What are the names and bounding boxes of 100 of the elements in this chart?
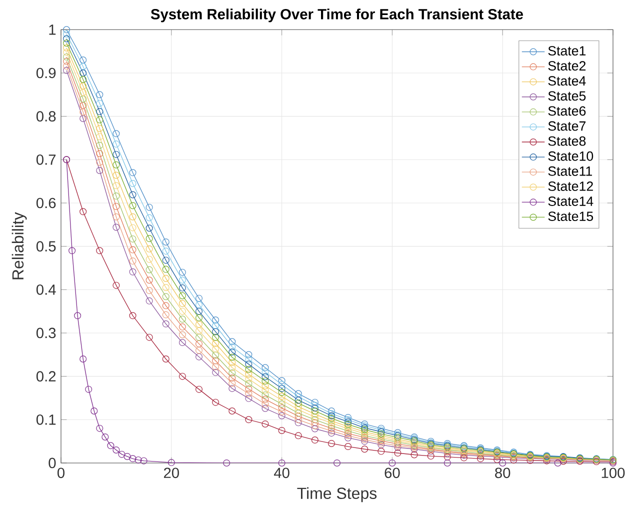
legend-label: State15 bbox=[548, 212, 594, 221]
point bbox=[129, 258, 136, 265]
point bbox=[328, 414, 335, 422]
point bbox=[178, 316, 186, 323]
point bbox=[228, 407, 236, 414]
point bbox=[228, 354, 236, 361]
legend-label: State11 bbox=[548, 166, 592, 176]
point bbox=[162, 266, 170, 273]
point bbox=[80, 102, 87, 109]
point bbox=[129, 180, 136, 187]
point bbox=[212, 352, 220, 359]
point bbox=[311, 402, 318, 409]
point bbox=[96, 150, 104, 158]
point bbox=[96, 158, 104, 166]
point bbox=[294, 432, 302, 440]
point bbox=[63, 48, 70, 56]
point bbox=[146, 214, 153, 222]
point bbox=[107, 442, 114, 450]
point bbox=[262, 364, 269, 372]
point bbox=[63, 40, 70, 47]
point bbox=[74, 312, 82, 320]
point bbox=[80, 82, 87, 90]
point bbox=[212, 340, 220, 347]
point bbox=[294, 396, 302, 404]
point bbox=[112, 282, 120, 289]
point bbox=[112, 446, 120, 454]
point bbox=[85, 386, 92, 393]
point bbox=[212, 328, 220, 336]
point bbox=[212, 357, 220, 364]
point bbox=[162, 355, 170, 362]
point bbox=[311, 436, 318, 444]
legend-label: State12 bbox=[548, 181, 593, 191]
point bbox=[311, 404, 318, 412]
point bbox=[378, 448, 385, 455]
point bbox=[328, 422, 335, 430]
point bbox=[178, 276, 186, 284]
x-tick-label: 80 bbox=[495, 468, 510, 478]
point bbox=[328, 430, 335, 437]
point bbox=[129, 455, 136, 462]
point bbox=[129, 202, 136, 210]
point bbox=[196, 353, 203, 360]
point bbox=[63, 66, 70, 74]
point bbox=[294, 390, 302, 398]
point bbox=[80, 56, 87, 64]
point bbox=[311, 422, 318, 430]
point bbox=[245, 416, 252, 424]
point bbox=[162, 293, 170, 300]
point bbox=[196, 334, 203, 341]
point bbox=[294, 403, 302, 410]
point bbox=[460, 454, 468, 462]
point bbox=[311, 419, 318, 426]
point bbox=[96, 124, 104, 132]
point bbox=[262, 378, 269, 385]
y-tick-label: 0.5 bbox=[36, 241, 56, 252]
point bbox=[212, 316, 220, 324]
point bbox=[245, 370, 252, 378]
y-tick-label: 0.2 bbox=[36, 371, 56, 382]
point bbox=[311, 407, 318, 414]
point bbox=[134, 456, 142, 464]
point bbox=[112, 140, 120, 148]
point bbox=[112, 182, 120, 190]
point bbox=[278, 381, 286, 388]
point bbox=[245, 385, 252, 392]
point bbox=[129, 246, 136, 254]
point bbox=[118, 450, 126, 458]
x-tick-label: 0 bbox=[57, 468, 64, 478]
point bbox=[223, 459, 230, 466]
legend-label: State6 bbox=[548, 106, 586, 116]
chart-title: System Reliability Over Time for Each Transient State bbox=[150, 8, 523, 22]
point bbox=[245, 360, 252, 368]
point bbox=[63, 58, 70, 65]
point bbox=[80, 76, 87, 83]
point bbox=[311, 416, 318, 424]
point bbox=[146, 256, 153, 263]
point bbox=[96, 247, 104, 254]
legend-label: State1 bbox=[548, 46, 586, 56]
point bbox=[63, 62, 70, 70]
y-tick-label: 1 bbox=[49, 24, 56, 35]
x-tick-label: 60 bbox=[384, 468, 400, 478]
x-axis-title: Time Steps bbox=[297, 487, 377, 502]
point bbox=[328, 440, 335, 447]
point bbox=[96, 424, 104, 432]
point bbox=[80, 62, 87, 70]
point bbox=[334, 459, 340, 466]
point bbox=[262, 404, 269, 412]
point bbox=[168, 459, 175, 466]
point bbox=[228, 374, 236, 382]
point bbox=[278, 377, 286, 384]
point bbox=[146, 276, 153, 284]
point bbox=[262, 368, 269, 376]
point bbox=[344, 443, 352, 450]
x-tick-label: 20 bbox=[164, 468, 179, 478]
point bbox=[444, 453, 451, 460]
point bbox=[245, 366, 252, 373]
point bbox=[212, 363, 220, 370]
point bbox=[278, 426, 286, 434]
point bbox=[124, 452, 131, 460]
point bbox=[80, 208, 87, 216]
point bbox=[499, 459, 506, 466]
y-axis-title: Reliability bbox=[12, 212, 27, 280]
